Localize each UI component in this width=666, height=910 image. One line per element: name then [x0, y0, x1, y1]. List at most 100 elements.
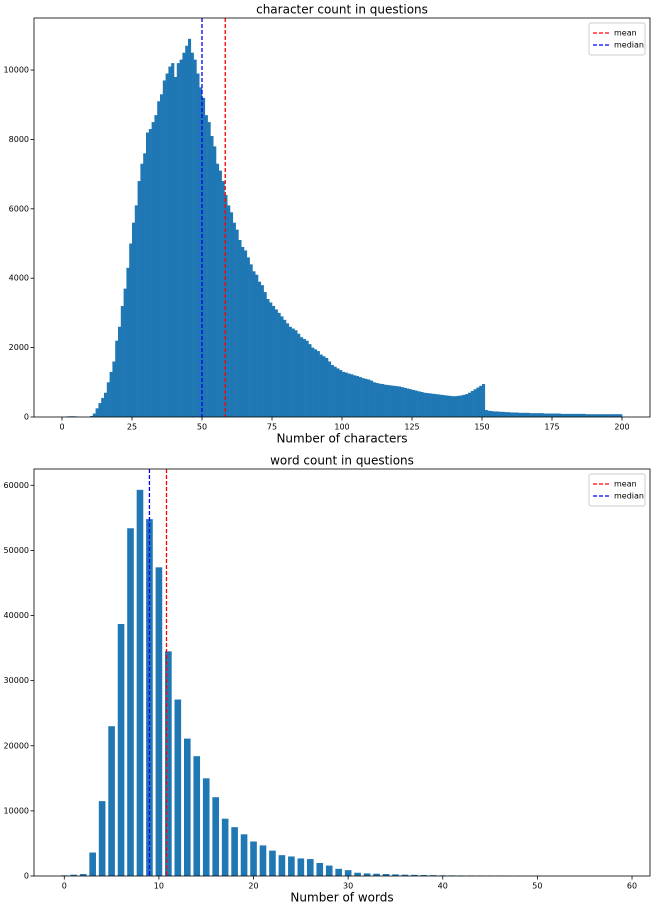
bar — [297, 333, 301, 417]
bar — [213, 146, 217, 418]
bar — [577, 413, 581, 417]
bar — [311, 347, 315, 417]
bar — [171, 63, 175, 418]
bar — [591, 414, 595, 417]
x-tick-label: 100 — [334, 423, 349, 432]
bar — [344, 372, 348, 417]
bar — [207, 122, 211, 417]
bar — [557, 413, 561, 417]
y-tick-label: 10000 — [4, 806, 29, 815]
x-tick-label: 50 — [197, 423, 207, 432]
bar — [188, 38, 192, 418]
bar — [363, 873, 371, 876]
bar — [288, 856, 295, 876]
bar — [568, 413, 572, 417]
bar — [165, 73, 169, 417]
bar — [232, 222, 236, 417]
bar — [240, 834, 248, 876]
bar — [269, 302, 273, 417]
bar — [174, 76, 178, 417]
bar — [437, 394, 441, 417]
bar — [212, 797, 219, 876]
bar — [398, 386, 402, 417]
bar — [118, 326, 122, 417]
bar — [501, 411, 505, 417]
legend-box — [588, 473, 646, 507]
bar — [392, 385, 396, 417]
bar — [117, 623, 125, 876]
bar — [588, 414, 592, 417]
bar — [430, 875, 437, 876]
bar — [216, 163, 220, 417]
bar — [218, 170, 222, 417]
bar — [473, 389, 477, 417]
bar — [389, 385, 393, 417]
chart-title: word count in questions — [270, 454, 414, 468]
bar — [490, 411, 494, 417]
x-tick-label: 125 — [404, 423, 419, 432]
bar — [487, 410, 491, 417]
bar — [518, 412, 522, 417]
bar — [347, 373, 351, 417]
bar — [454, 396, 458, 417]
bar — [344, 870, 352, 876]
x-axis-label: Number of words — [290, 891, 393, 905]
bar — [126, 267, 130, 417]
bar — [605, 414, 609, 417]
bar — [336, 368, 340, 417]
bar — [108, 726, 115, 876]
bar — [406, 388, 410, 417]
bar — [221, 181, 225, 417]
bar — [182, 52, 186, 418]
bar — [470, 390, 474, 417]
bar — [204, 115, 208, 417]
bar — [272, 305, 276, 417]
x-tick-label: 20 — [248, 882, 258, 891]
bar — [610, 414, 614, 417]
bar — [468, 392, 472, 417]
bar — [165, 651, 172, 876]
bar — [98, 403, 102, 417]
bar — [137, 181, 141, 417]
bar — [202, 97, 206, 418]
bar — [540, 413, 544, 417]
bar — [70, 874, 78, 876]
bar — [325, 358, 329, 417]
bar — [571, 413, 575, 417]
bar — [148, 129, 152, 417]
bar — [417, 391, 421, 417]
bar — [255, 274, 259, 417]
legend-label: median — [614, 41, 644, 50]
bar — [512, 412, 516, 417]
bar — [566, 413, 570, 417]
bar — [431, 393, 435, 417]
x-tick-label: 0 — [62, 882, 67, 891]
bar — [339, 370, 343, 417]
bar — [354, 872, 361, 876]
bar — [314, 349, 318, 417]
bar — [238, 240, 242, 417]
x-axis-label: Number of characters — [276, 432, 407, 446]
bar — [259, 845, 267, 876]
bar — [316, 862, 324, 876]
bar — [367, 379, 371, 417]
bar — [244, 250, 248, 417]
bar — [306, 859, 314, 876]
bar — [333, 366, 337, 417]
bar — [361, 378, 365, 417]
bar — [619, 414, 623, 417]
bar — [462, 394, 466, 417]
legend-label: mean — [614, 29, 637, 38]
bar — [230, 212, 234, 417]
bar — [549, 413, 553, 417]
bar — [358, 377, 362, 417]
y-tick-label: 0 — [24, 413, 29, 422]
x-tick-label: 0 — [59, 423, 64, 432]
bar — [280, 316, 284, 417]
bar — [263, 292, 267, 417]
y-tick-label: 50000 — [4, 546, 29, 555]
legend-label: median — [614, 492, 644, 501]
bar — [420, 392, 424, 417]
y-tick-label: 40000 — [4, 611, 29, 620]
bar — [89, 852, 96, 876]
